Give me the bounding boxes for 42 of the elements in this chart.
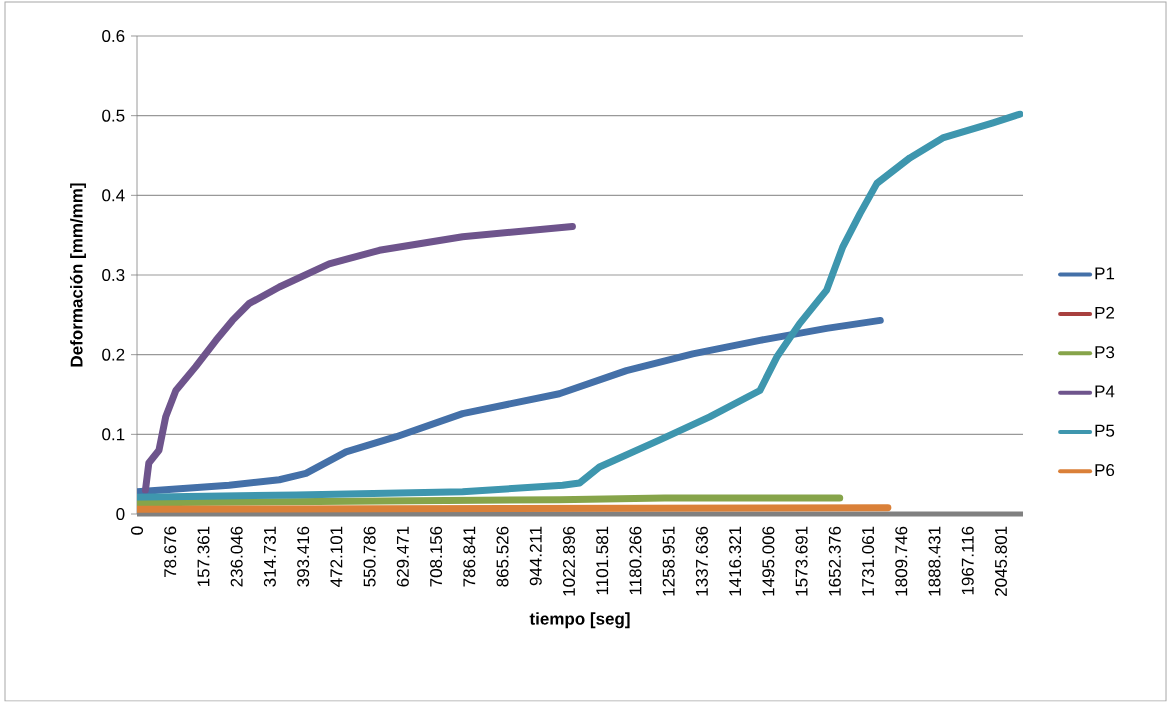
x-tick-label: 0 xyxy=(130,526,144,535)
legend-label: P6 xyxy=(1095,464,1115,477)
x-tick-label: 78.676 xyxy=(164,526,177,577)
x-tick-label: 1416.321 xyxy=(729,526,742,596)
y-tick-label: 0.4 xyxy=(102,189,125,202)
x-tick-label: 1337.636 xyxy=(695,526,708,596)
legend-label: P3 xyxy=(1095,346,1115,359)
x-tick-label: 1967.116 xyxy=(961,526,974,595)
x-tick-label: 1888.431 xyxy=(928,526,941,596)
x-tick-label: 1495.006 xyxy=(762,526,775,596)
x-tick-label: 629.471 xyxy=(396,526,409,587)
x-tick-label: 708.156 xyxy=(430,526,443,587)
x-tick-label: 2045.801 xyxy=(994,526,1007,596)
x-tick-label: 550.786 xyxy=(363,526,376,587)
x-tick-label: 786.841 xyxy=(463,526,476,587)
x-tick-label: 1180.266 xyxy=(629,526,642,595)
x-tick-label: 157.361 xyxy=(197,526,210,587)
x-tick-label: 944.211 xyxy=(529,526,542,586)
y-tick-label: 0.1 xyxy=(102,428,125,441)
x-tick-label: 236.046 xyxy=(230,526,243,587)
x-tick-label: 865.526 xyxy=(496,526,509,587)
x-tick-label: 1809.746 xyxy=(895,526,908,596)
x-tick-label: 1573.691 xyxy=(795,526,808,596)
y-axis-title: Deformación [mm/mm] xyxy=(69,183,86,367)
y-tick-label: 0.6 xyxy=(102,29,125,43)
y-tick-label: 0.3 xyxy=(102,268,125,282)
x-tick-label: 1022.896 xyxy=(562,526,576,596)
legend-label: P4 xyxy=(1095,385,1115,398)
y-tick-label: 0 xyxy=(116,507,125,521)
legend-label: P5 xyxy=(1095,424,1115,437)
x-tick-label: 314.731 xyxy=(263,526,276,587)
x-axis-title: tiempo [seg] xyxy=(529,612,630,629)
y-tick-label: 0.5 xyxy=(102,109,125,122)
legend-label: P2 xyxy=(1095,306,1115,319)
x-tick-label: 1652.376 xyxy=(828,526,841,596)
x-tick-label: 393.416 xyxy=(297,526,310,587)
x-tick-label: 1101.581 xyxy=(596,526,609,595)
y-tick-label: 0.2 xyxy=(102,348,125,361)
legend-label: P1 xyxy=(1095,267,1115,280)
x-tick-label: 1258.951 xyxy=(662,526,675,596)
x-tick-label: 472.101 xyxy=(330,526,343,587)
x-tick-label: 1731.061 xyxy=(862,526,875,596)
